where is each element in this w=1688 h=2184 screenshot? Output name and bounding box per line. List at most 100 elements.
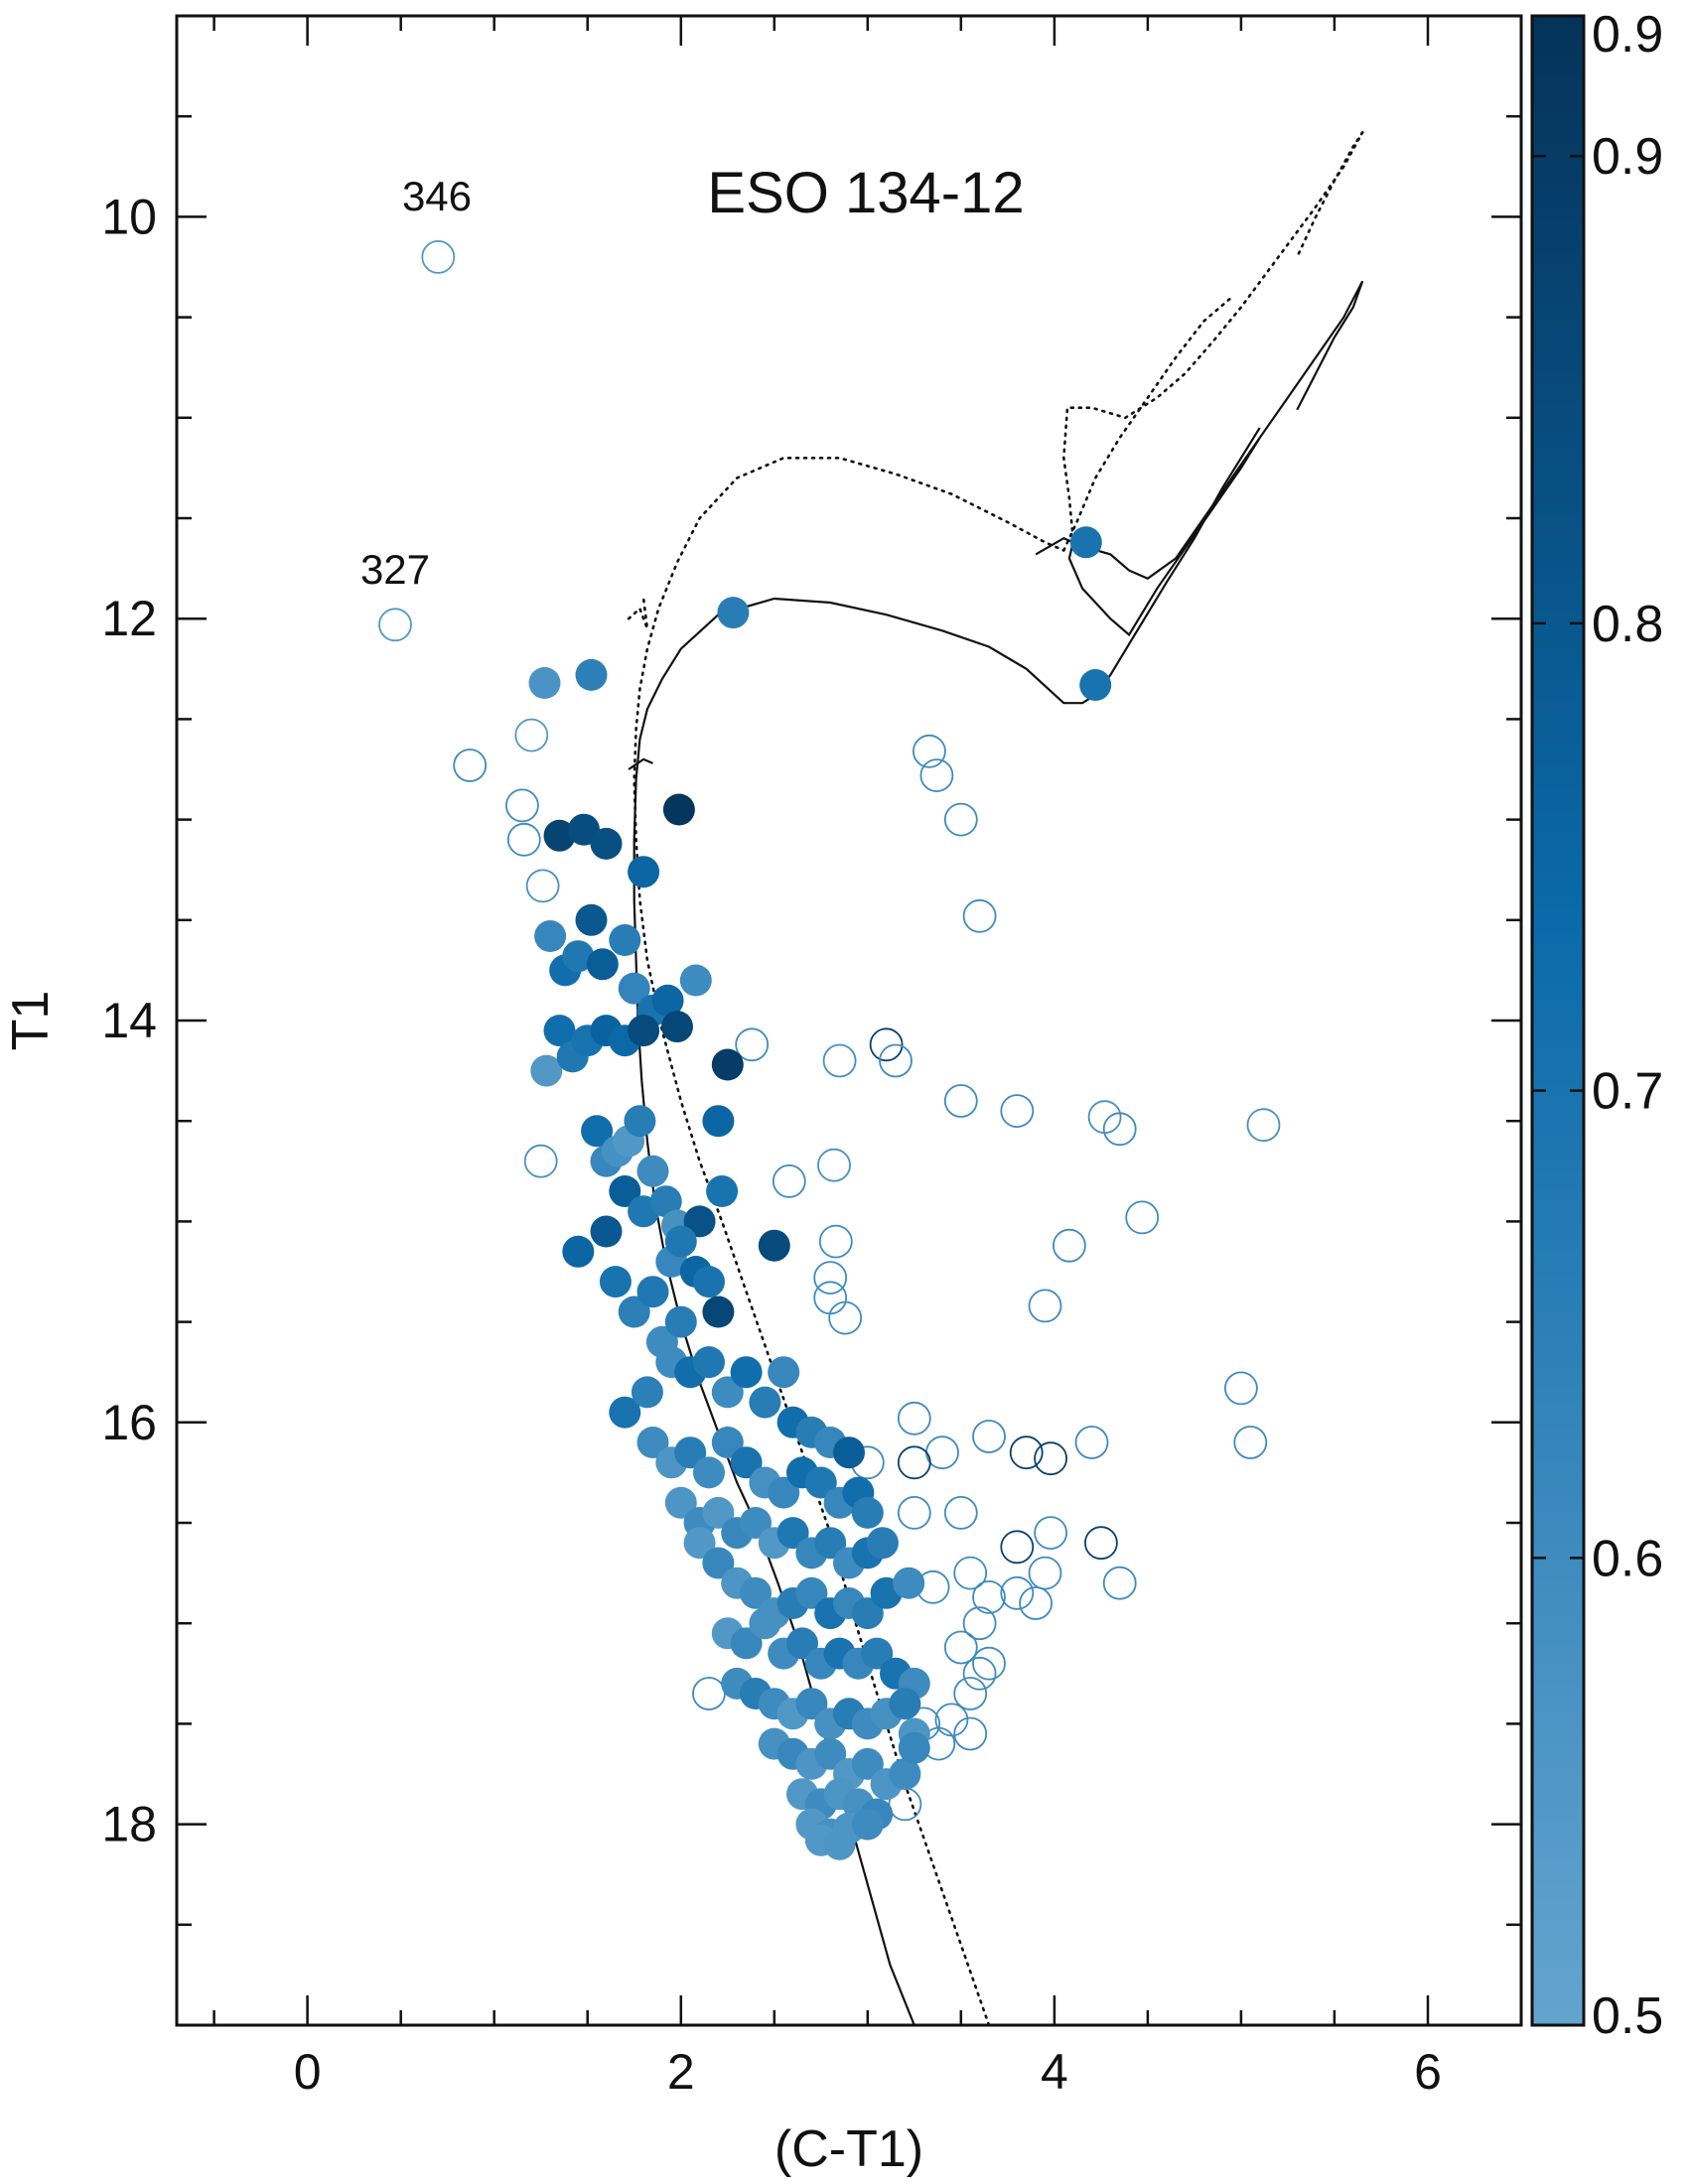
filled-circle-point [866, 1527, 899, 1560]
open-circle-point [1053, 1228, 1086, 1263]
open-circle-point [972, 1420, 1006, 1453]
isochrone-solid-segment [1067, 437, 1261, 637]
open-circle-point [1125, 1200, 1160, 1235]
open-circle-point [943, 1084, 978, 1118]
filled-circle-point [851, 1747, 884, 1780]
open-circle-point [943, 1496, 978, 1530]
filled-circle-point [702, 1547, 735, 1579]
open-circle-point [897, 1445, 931, 1480]
isochrone-solid-segment [633, 427, 1261, 2025]
filled-circle-point [814, 1527, 847, 1560]
filled-circle-point [711, 1376, 744, 1409]
y-axis-title: T1 [2, 991, 60, 1051]
open-circle-point [913, 734, 946, 768]
filled-circle-point [674, 1436, 707, 1469]
open-circle-point [925, 1435, 959, 1470]
open-circle-point [972, 1646, 1006, 1681]
filled-circle-point [664, 1305, 697, 1338]
filled-circle-point [581, 1115, 614, 1148]
filled-circle-point [651, 984, 684, 1017]
open-circle-point [505, 788, 539, 823]
open-circle-point [1034, 1441, 1067, 1476]
open-circle-point [525, 869, 560, 903]
open-circle-point [1074, 1426, 1109, 1459]
filled-circle-point [543, 1015, 576, 1047]
open-circle-point [953, 1716, 988, 1751]
open-circle-point [514, 718, 549, 752]
colorbar-tick-label: 0.9 [1592, 128, 1663, 186]
filled-circle-point [730, 1356, 763, 1389]
open-circle-point [1102, 1566, 1137, 1600]
open-circles [378, 239, 1281, 1822]
filled-circle-point [683, 1205, 716, 1238]
filled-circle-point [804, 1466, 837, 1499]
colorbar-tick-label: 0.6 [1592, 1530, 1663, 1587]
isochrone-dotted-segment [627, 597, 649, 629]
filled-circle-point [823, 1828, 856, 1860]
open-circle-point [962, 898, 997, 933]
filled-circle-point [679, 964, 712, 997]
open-circle-point [818, 1224, 853, 1259]
filled-circle-point [683, 1527, 716, 1560]
filled-circle-point [543, 819, 576, 852]
open-circle-point [897, 1496, 931, 1530]
open-circle-point [1019, 1586, 1053, 1620]
open-circle-point [828, 1300, 863, 1335]
filled-circle-point [562, 940, 595, 973]
filled-circle-point [1079, 669, 1112, 701]
filled-circle-point [740, 1576, 772, 1609]
filled-circle-point [740, 1507, 772, 1539]
filled-circle-point [631, 1376, 663, 1409]
filled-circle-point [530, 1054, 563, 1087]
open-circle-point [869, 1027, 904, 1062]
x-ticks: 0 2 4 6 [212, 16, 1523, 2100]
y-ticks: 10 12 14 16 18 [101, 114, 1521, 2027]
colorbar-tick-label: 0.8 [1592, 596, 1663, 653]
open-circle-point [1028, 1556, 1062, 1590]
filled-circle-point [795, 1576, 828, 1609]
filled-circle-point [662, 793, 695, 826]
open-circle-point [772, 1164, 806, 1198]
colorbar-tick-label: 0.7 [1592, 1063, 1663, 1121]
isochrone-dotted-segment [1062, 296, 1233, 552]
y-tick-label: 12 [101, 591, 157, 646]
filled-circle-point [586, 948, 619, 981]
isochrones [627, 131, 1364, 2025]
filled-circle-point [711, 1048, 744, 1081]
filled-circle-point [628, 856, 660, 888]
filled-circle-point [758, 1229, 790, 1262]
open-circle-point [735, 1027, 770, 1062]
filled-circle-point [609, 1175, 641, 1207]
star-label-327: 327 [360, 546, 430, 593]
filled-circle-point [636, 1276, 669, 1308]
filled-circle-point [664, 1486, 697, 1519]
filled-circle-point [889, 1758, 921, 1790]
chart-title: ESO 134-12 [707, 161, 1024, 225]
isochrone-solid-segment [628, 757, 653, 770]
filled-circle-point [575, 658, 608, 691]
filled-circle-point [786, 1627, 818, 1660]
open-circle-point [919, 758, 954, 792]
filled-circle-point [730, 1446, 763, 1479]
open-circle-point [962, 1656, 997, 1691]
open-circle-point [962, 1606, 997, 1641]
open-circle-point [506, 822, 541, 857]
filled-circle-point [649, 1185, 682, 1218]
open-circle-point [1009, 1435, 1044, 1470]
open-circle-point [972, 1580, 1006, 1614]
open-circle-point [953, 1677, 988, 1710]
x-tick-label: 0 [294, 2044, 322, 2100]
open-circle-point [813, 1261, 848, 1295]
filled-circle-point [664, 1225, 697, 1258]
filled-circle-point [702, 1105, 735, 1138]
open-circle-point [813, 1281, 848, 1315]
filled-circle-point [749, 1386, 781, 1419]
filled-circle-point [528, 667, 561, 699]
filled-circle-point [693, 1346, 725, 1379]
open-circle-point [1102, 1112, 1137, 1147]
colorbar-tick-label: 0.9 [1592, 6, 1663, 64]
y-tick-label: 18 [101, 1797, 157, 1852]
open-circle-point [1000, 1094, 1035, 1128]
open-circle-point [1028, 1289, 1062, 1323]
